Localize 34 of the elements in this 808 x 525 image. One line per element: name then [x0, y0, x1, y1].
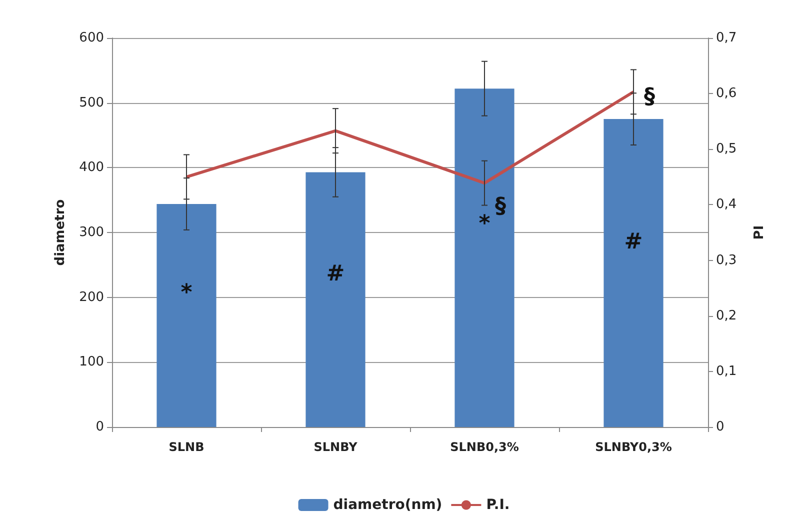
y2-tick-label: 0,7	[716, 30, 737, 46]
y-tick-label: 100	[79, 354, 104, 370]
y-tick-label: 500	[79, 95, 104, 110]
y-tick-label: 300	[79, 225, 104, 240]
y2-tick-label: 0,5	[716, 142, 737, 157]
annotation: §	[495, 194, 506, 220]
x-tick-label: SLNBY0,3%	[595, 440, 672, 454]
annotation: *	[180, 280, 193, 306]
y2-tick-label: 0	[716, 420, 724, 434]
y-tick-label: 600	[79, 30, 104, 46]
y2-tick-label: 0,3	[716, 252, 737, 268]
y2-axis-title: PI	[752, 225, 767, 240]
y-tick-label: 400	[79, 160, 104, 176]
bar	[454, 88, 514, 427]
bar	[604, 119, 664, 427]
y-tick-label: 200	[79, 290, 104, 305]
y-tick-label: 0	[96, 420, 104, 434]
annotation: #	[326, 262, 345, 287]
annotation: #	[624, 230, 643, 255]
legend-label: P.I.	[486, 497, 510, 513]
x-tick-label: SLNBY	[314, 440, 358, 454]
x-tick-label: SLNB0,3%	[450, 440, 519, 454]
y-axis-title: diametro	[53, 199, 68, 266]
annotation: §	[644, 84, 655, 110]
bar	[156, 204, 216, 427]
legend-label: diametro(nm)	[333, 497, 442, 513]
annotation: *	[478, 211, 491, 236]
y2-tick-label: 0,6	[716, 86, 737, 102]
y2-tick-label: 0,2	[716, 308, 737, 324]
line-series	[185, 90, 635, 185]
y2-tick-label: 0,1	[716, 364, 737, 379]
bar	[306, 172, 366, 427]
y2-tick-label: 0,4	[716, 197, 737, 212]
x-tick-label: SLNB	[168, 440, 204, 454]
